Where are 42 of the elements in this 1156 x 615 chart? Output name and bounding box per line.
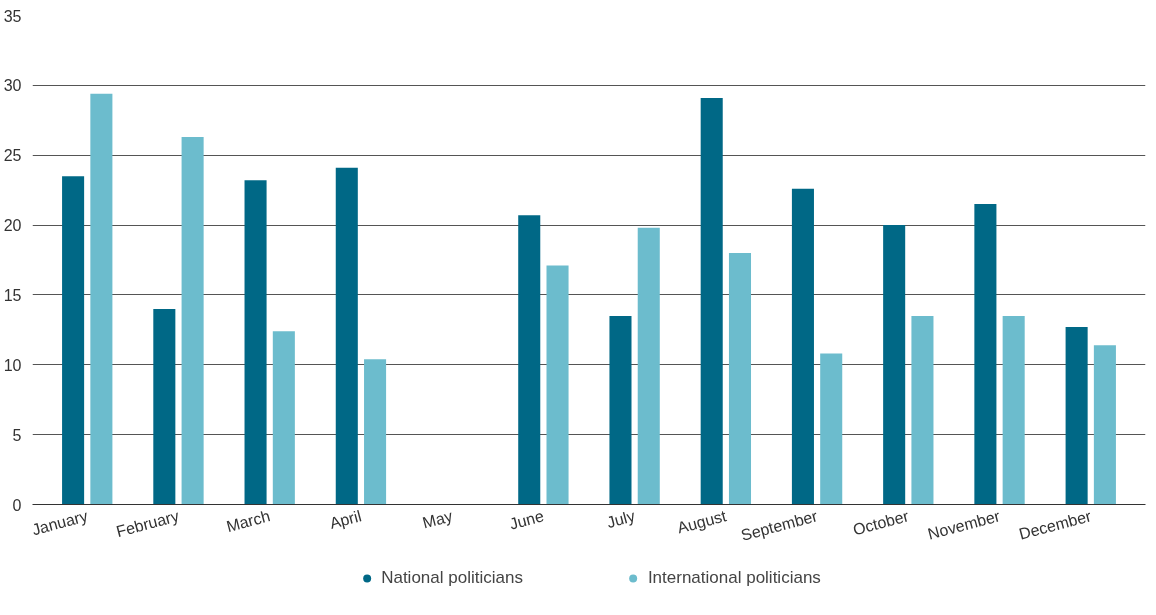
bar: [62, 176, 85, 505]
bar: [244, 180, 267, 505]
x-tick-label: October: [851, 507, 912, 539]
y-tick-label: 0: [12, 496, 22, 514]
y-tick-label: 35: [3, 7, 22, 25]
bar: [518, 215, 541, 505]
bar: [335, 167, 358, 505]
y-tick-label: 25: [3, 147, 22, 165]
legend-label: National politicians: [381, 567, 523, 588]
x-tick-label: July: [604, 507, 637, 532]
x-tick-label: May: [420, 507, 455, 532]
bar: [728, 253, 752, 505]
bar: [181, 137, 204, 505]
x-tick-label: January: [30, 507, 90, 539]
bar: [791, 188, 814, 505]
x-tick-label: June: [507, 507, 546, 533]
bar: [1002, 315, 1025, 505]
bar: [820, 353, 843, 505]
bar: [700, 97, 723, 505]
x-tick-label: April: [327, 507, 364, 532]
y-tick-label: 5: [12, 426, 22, 444]
x-tick-label: August: [675, 507, 729, 537]
x-tick-label: November: [926, 507, 1003, 543]
bar: [153, 308, 176, 505]
bar: [911, 315, 934, 505]
bar: [1093, 345, 1116, 505]
bar: [974, 204, 997, 505]
bar: [1065, 327, 1088, 505]
x-tick-label: February: [114, 507, 181, 541]
y-tick-label: 10: [3, 356, 22, 374]
bar: [637, 227, 660, 505]
y-tick-label: 15: [3, 286, 22, 304]
y-tick-label: 30: [3, 77, 22, 95]
bar: [90, 93, 113, 505]
legend-label: International politicians: [647, 567, 821, 588]
bar: [609, 315, 632, 505]
bar: [272, 331, 295, 505]
bar: [883, 225, 906, 505]
y-tick-label: 20: [3, 217, 22, 235]
x-tick-label: March: [224, 507, 272, 536]
bar: [546, 265, 569, 505]
bar: [364, 359, 387, 505]
